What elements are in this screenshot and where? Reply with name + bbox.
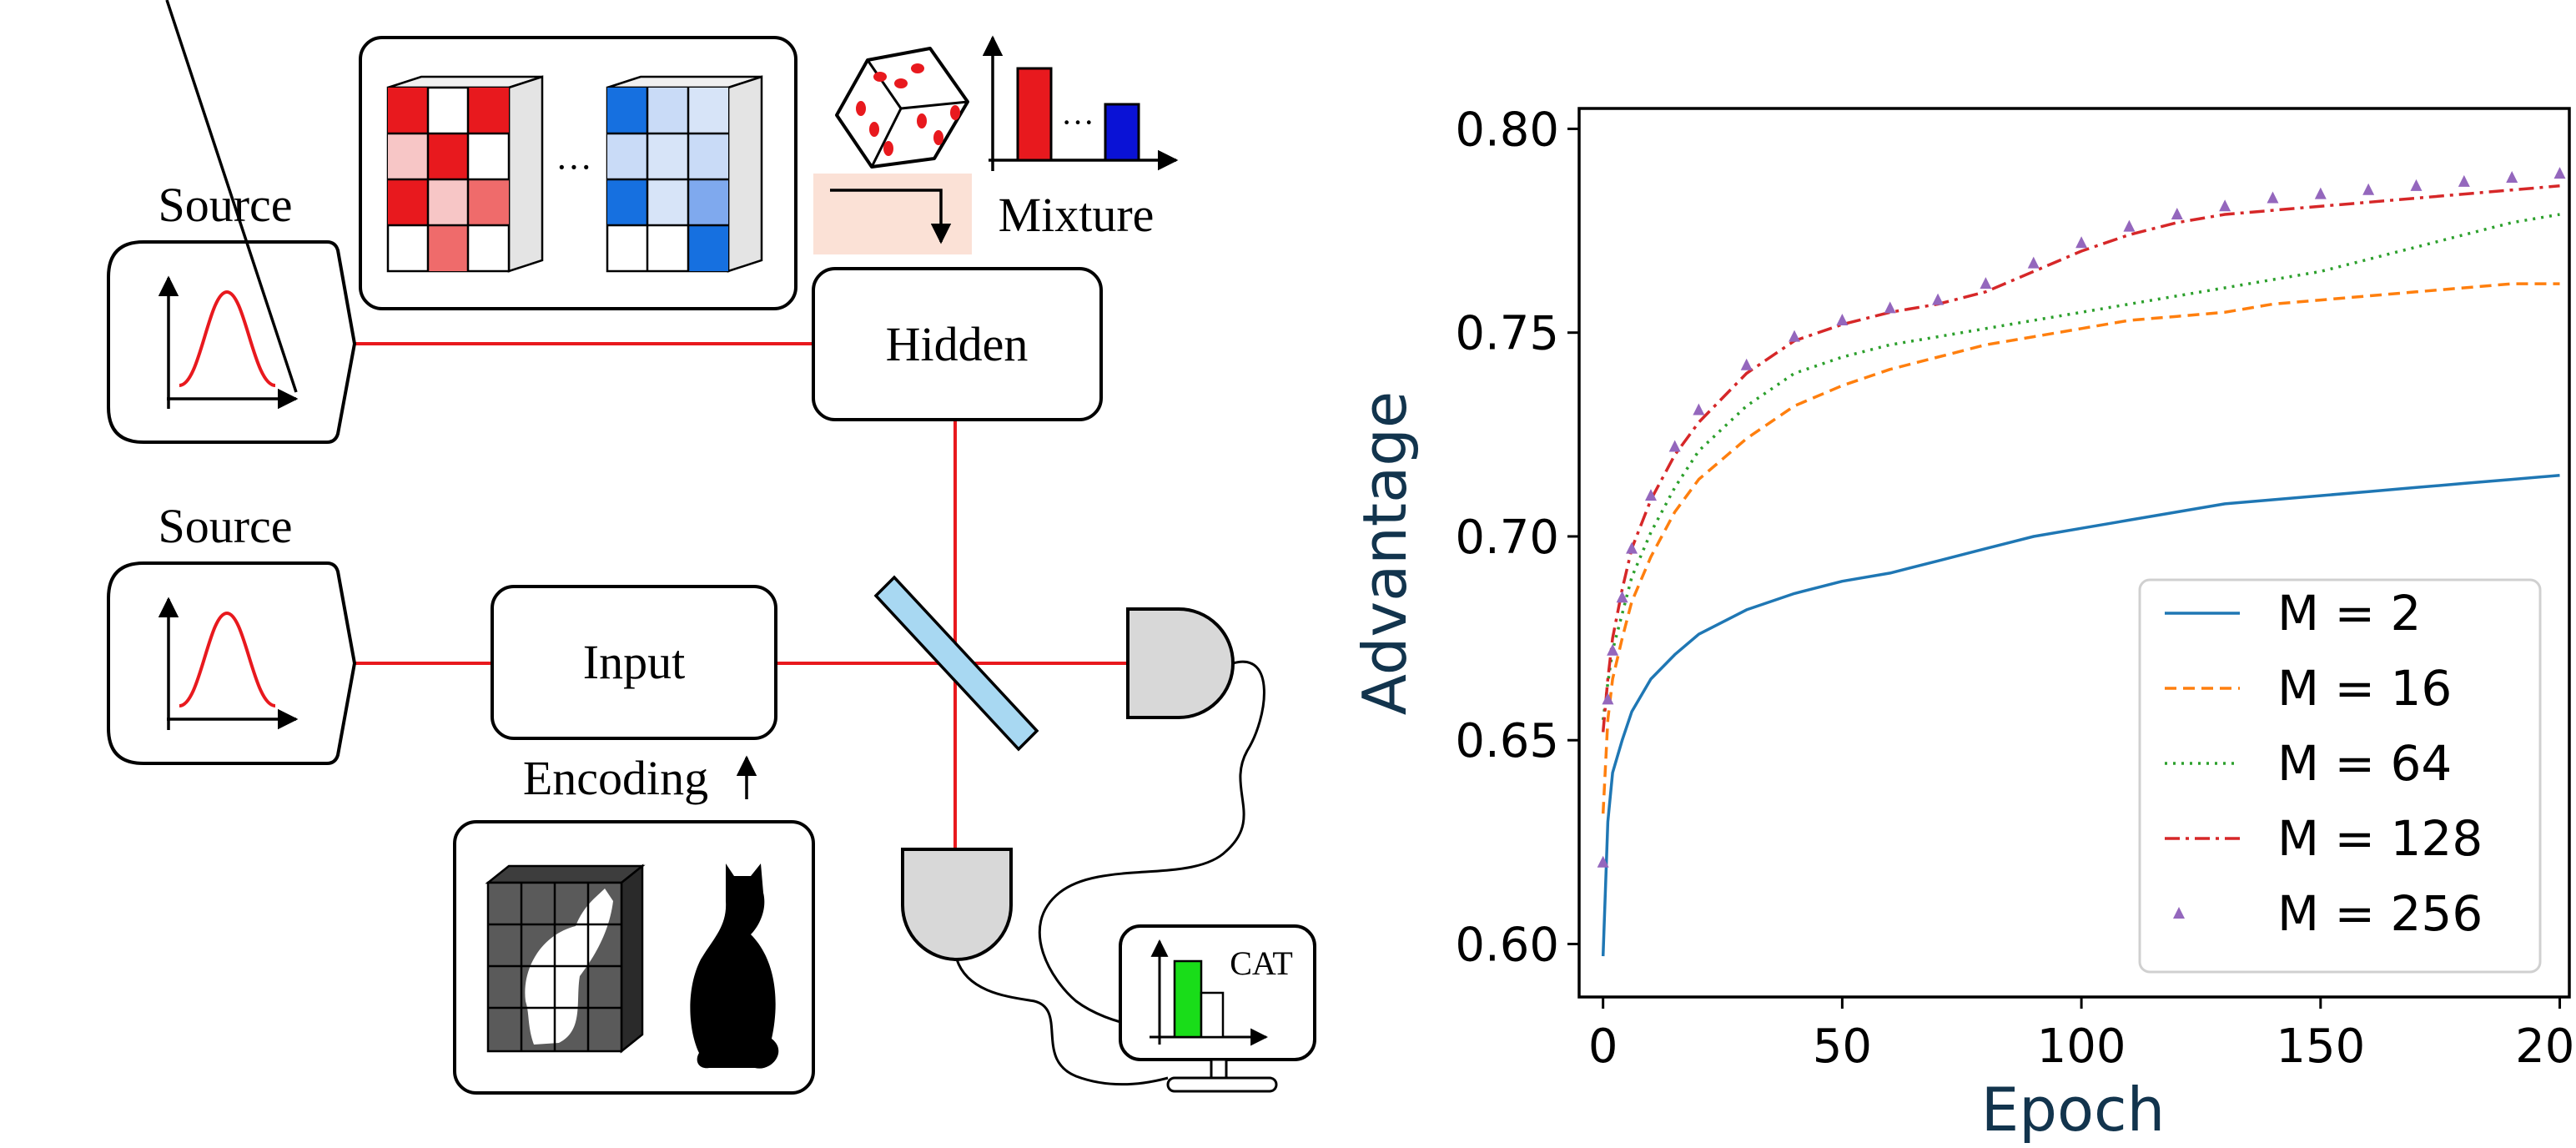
legend-marker (2173, 907, 2185, 919)
data-point-marker (1884, 301, 1896, 314)
data-point-marker (1616, 591, 1628, 603)
data-point-marker (2123, 219, 2136, 232)
detector-right (1126, 607, 1235, 719)
data-point-marker (2314, 187, 2327, 199)
svg-text:···: ··· (1061, 103, 1094, 141)
data-point-marker (2075, 236, 2088, 249)
y-tick-label: 0.70 (1455, 511, 1559, 565)
x-tick-label: 50 (1813, 1020, 1872, 1074)
data-point-marker (1693, 403, 1705, 415)
beam-splitter (873, 575, 1039, 752)
cable-right (1038, 660, 1265, 1030)
data-point-marker (1597, 855, 1609, 868)
legend: M = 2 M = 16 M = 64 M = 128 M = 256 (2165, 585, 2483, 942)
source-top-label: Source (158, 178, 292, 232)
source-top-box (107, 240, 357, 444)
legend-label: M = 16 (2277, 660, 2452, 717)
series-line (1601, 213, 2560, 721)
series-m2 (1601, 473, 2560, 957)
plot-area-frame (1577, 107, 2571, 999)
data-point-marker (1645, 489, 1658, 501)
series-line (1601, 282, 2560, 814)
series-layer (1597, 167, 2566, 957)
data-point-marker (1602, 692, 1614, 705)
series-line (1601, 473, 2560, 957)
series-m16 (1601, 282, 2560, 814)
tick-layer: 0 50 100 150 200 0.60 0.65 0.70 0.75 0.80 (1455, 103, 2576, 1074)
series-m256 (1597, 167, 2566, 868)
legend-label: M = 64 (2277, 735, 2452, 792)
input-label: Input (583, 635, 685, 689)
red-weight-matrix (386, 75, 544, 273)
y-axis-label: Advantage (1350, 391, 1420, 715)
monitor-icon (1119, 924, 1316, 1093)
data-point-marker (2506, 171, 2518, 184)
legend-label: M = 2 (2277, 585, 2421, 642)
data-point-marker (2553, 167, 2566, 179)
x-tick-label: 0 (1588, 1020, 1618, 1074)
detector-bottom (901, 848, 1013, 961)
cat-silhouette-icon (690, 864, 779, 1069)
data-point-marker (2410, 179, 2423, 191)
blue-weight-matrix (606, 75, 763, 273)
series-m64 (1601, 213, 2560, 721)
cable-bottom (955, 959, 1169, 1086)
gaussian-plot-bottom-icon (158, 597, 299, 730)
matrices-ellipsis: ··· (556, 147, 592, 188)
source-bottom-box (107, 561, 357, 765)
data-point-marker (2219, 199, 2231, 212)
x-axis-label: Epoch (1981, 1075, 2165, 1145)
gaussian-plot-top-icon (158, 0, 299, 410)
legend-box (2138, 578, 2542, 974)
hidden-box (812, 267, 1103, 421)
data-point-marker (1740, 358, 1753, 370)
mixture-label: Mixture (999, 188, 1155, 242)
y-tick-label: 0.65 (1455, 714, 1559, 768)
mixture-bar-icon: ··· (982, 35, 1179, 171)
x-tick-label: 150 (2276, 1020, 2365, 1074)
input-box (491, 585, 777, 740)
data-point-marker (1789, 330, 1801, 342)
data-point-marker (1607, 643, 1619, 656)
data-point-marker (2458, 174, 2470, 187)
data-point-marker (2362, 183, 2375, 195)
data-point-marker (1836, 314, 1849, 326)
legend-label: M = 128 (2277, 810, 2483, 867)
data-point-marker (2267, 191, 2279, 204)
data-point-marker (2171, 208, 2183, 220)
advantage-chart: 0 50 100 150 200 0.60 0.65 0.70 0.75 0.80 Advanta… (1350, 103, 2576, 1145)
legend-label: M = 256 (2277, 885, 2483, 942)
series-line (1601, 184, 2560, 733)
encoded-cat-grid (485, 864, 646, 1054)
y-tick-label: 0.80 (1455, 103, 1559, 157)
encoding-label: Encoding (523, 751, 708, 805)
x-tick-label: 200 (2515, 1020, 2576, 1074)
hidden-label: Hidden (886, 317, 1029, 371)
dice-icon (835, 47, 969, 169)
y-tick-label: 0.60 (1455, 918, 1559, 972)
x-tick-label: 100 (2037, 1020, 2126, 1074)
y-tick-label: 0.75 (1455, 307, 1559, 361)
data-point-marker (1980, 277, 1992, 290)
series-m128 (1601, 184, 2560, 733)
source-bottom-label: Source (158, 499, 292, 553)
setup-diagram: Source Source (107, 0, 1316, 1095)
data-point-marker (1668, 440, 1681, 452)
data-point-marker (1932, 293, 1945, 305)
data-point-marker (2027, 256, 2040, 269)
mixture-switch-arrow-icon (830, 189, 952, 244)
cat-label: CAT (1230, 944, 1293, 982)
mixture-switch-bg (813, 174, 972, 254)
data-point-marker (1626, 541, 1638, 554)
